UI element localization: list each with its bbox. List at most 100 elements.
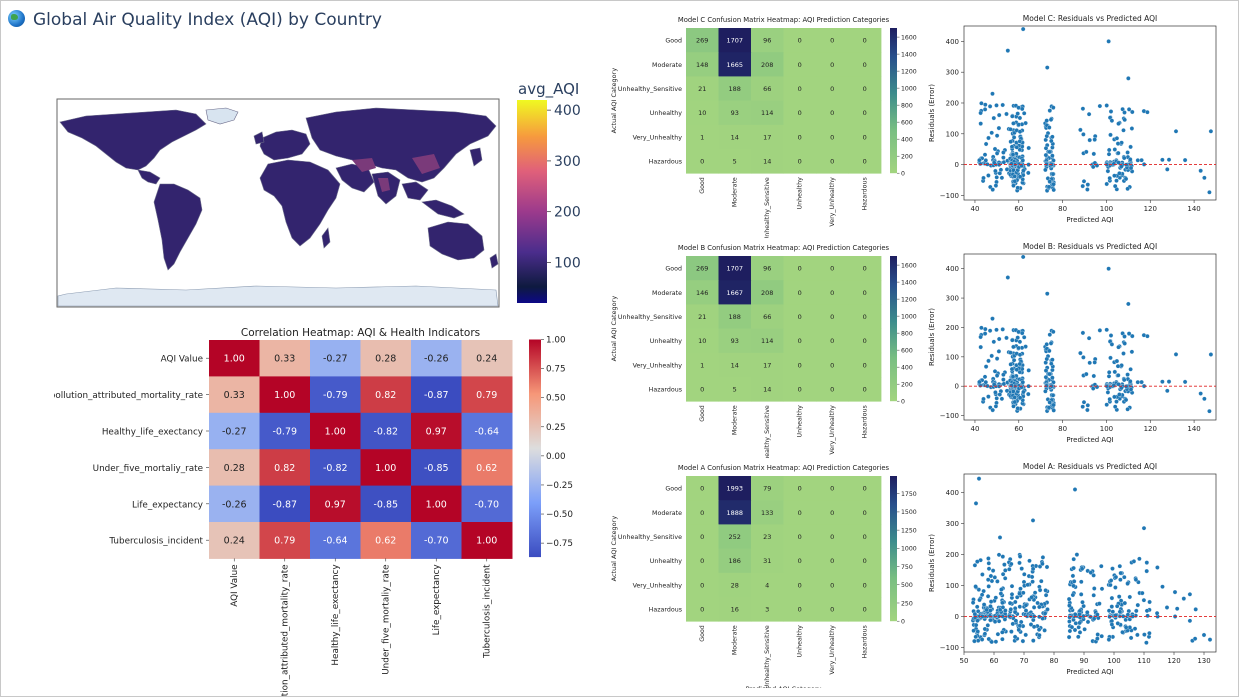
correlation-heatmap[interactable]: Correlation Heatmap: AQI & Health Indica… (33, 324, 594, 700)
correlation-colorbar-label: −0.75 (546, 539, 573, 549)
residual-point (978, 121, 983, 126)
residual-point (1070, 573, 1076, 579)
residual-point (1085, 619, 1091, 625)
residual-point (982, 152, 988, 157)
residual-point (1131, 559, 1137, 564)
residual-point (1051, 187, 1056, 193)
correlation-row-label: Under_five_mortaliy_rate (93, 464, 203, 474)
confusion-cell (783, 149, 817, 174)
residual-point (996, 618, 1002, 624)
residual-point (1022, 572, 1027, 577)
correlation-cell-label: 0.33 (274, 354, 295, 365)
residual-point (1051, 408, 1056, 413)
correlation-col-label: Tuberculosis_incident (483, 564, 493, 659)
residuals-xtick-label: 50 (960, 657, 969, 665)
residual-point (991, 115, 997, 121)
confusion-cell (848, 597, 882, 622)
world-map-chart[interactable]: 100 200 300 400 (56, 98, 586, 308)
correlation-cell-label: -0.27 (323, 354, 348, 365)
confusion-col-label: Good (699, 405, 706, 422)
residual-point (1139, 379, 1144, 385)
model-a-residuals-scatter[interactable]: Model A: Residuals vs Predicted AQI 50 60 7… (924, 458, 1232, 690)
residual-point (1080, 330, 1086, 336)
model-c-confusion-heatmap[interactable]: Model C Confusion Matrix Heatmap: AQI Pr… (608, 10, 918, 245)
residual-point (1134, 608, 1139, 614)
residual-point (1085, 610, 1090, 615)
residual-point (1092, 137, 1097, 142)
residual-point (1122, 341, 1127, 346)
residual-point (1125, 150, 1130, 155)
confusion-cell-label: 21 (698, 85, 706, 93)
residuals-xtick-label: 120 (1167, 657, 1180, 665)
residual-point (1079, 579, 1084, 585)
confusion-cell (686, 28, 719, 53)
confusion-cell-label: 0 (798, 509, 802, 517)
confusion-colorbar-label: 800 (901, 330, 913, 337)
residuals-xtick-label: 60 (1014, 425, 1023, 433)
residual-point (986, 566, 992, 571)
confusion-cell (686, 597, 719, 622)
residual-point (1081, 179, 1087, 184)
confusion-cell (751, 52, 784, 77)
residual-point (1001, 150, 1006, 155)
confusion-cell (718, 304, 752, 329)
model-b-confusion-heatmap[interactable]: Model B Confusion Matrix Heatmap: AQI Pr… (608, 238, 918, 473)
confusion-cell (848, 76, 882, 101)
model-b-residuals-scatter[interactable]: Model B: Residuals vs Predicted AQI 40 60 8… (924, 238, 1232, 458)
residual-point (1121, 128, 1126, 133)
residual-point (1031, 605, 1037, 610)
residual-point (985, 594, 991, 599)
residuals-xtick-label: 100 (1100, 425, 1113, 433)
residual-point (973, 622, 979, 628)
confusion-cell-label: 0 (830, 158, 834, 166)
confusion-cell-label: 0 (830, 509, 834, 517)
residual-point (1000, 636, 1005, 642)
correlation-cell (209, 522, 260, 559)
model-c-residuals-scatter[interactable]: Model C: Residuals vs Predicted AQI 40 60 8… (924, 10, 1232, 238)
residual-point (1023, 608, 1029, 613)
residual-point (1105, 390, 1111, 395)
residual-point (1010, 152, 1016, 157)
confusion-cell (686, 548, 719, 574)
confusion-row-label: Very_Unhealthy (633, 582, 683, 589)
residuals-ytick-label: 200 (946, 551, 959, 559)
residual-point (1084, 371, 1089, 377)
globe-icon (8, 10, 25, 27)
residual-point (1040, 555, 1046, 560)
confusion-cell-label: 1665 (726, 61, 743, 69)
confusion-cell-label: 0 (830, 581, 834, 589)
model-a-confusion-heatmap[interactable]: Model A Confusion Matrix Heatmap: AQI Pr… (608, 458, 918, 693)
residuals-xlabel: Predicted AQI (1066, 668, 1113, 676)
correlation-cell-label: -0.87 (272, 499, 297, 510)
residual-point (1128, 165, 1134, 171)
confusion-colorbar (890, 28, 897, 174)
map-colorbar-tick-label: 300 (554, 154, 581, 170)
residuals-ylabel: Residuals (Error) (928, 534, 936, 592)
residual-point (1070, 592, 1076, 598)
residual-point (1120, 629, 1125, 635)
residual-point (1114, 603, 1120, 609)
confusion-cell (751, 377, 784, 402)
residual-point (996, 112, 1002, 118)
residual-point (987, 104, 993, 109)
residual-point (995, 631, 1001, 637)
confusion-cell (783, 76, 817, 101)
correlation-cell (209, 449, 260, 487)
confusion-colorbar-label: 1750 (901, 491, 917, 498)
correlation-panel: Correlation Heatmap: AQI & Health Indica… (33, 324, 594, 700)
correlation-cell-label: 0.79 (476, 390, 497, 401)
confusion-cell-label: 148 (696, 61, 708, 69)
residual-point (1123, 397, 1129, 403)
residual-point (1135, 158, 1141, 163)
confusion-cell (816, 500, 849, 525)
residual-point (993, 168, 998, 174)
confusion-title: Model A Confusion Matrix Heatmap: AQI Pr… (678, 464, 890, 472)
correlation-cell (360, 340, 412, 377)
confusion-cell-label: 0 (798, 61, 802, 69)
confusion-cell (751, 28, 784, 53)
correlation-cell (259, 522, 311, 559)
residual-point (991, 339, 997, 345)
confusion-colorbar-label: 0 (901, 619, 905, 626)
residual-point (1004, 111, 1009, 117)
confusion-cell (848, 548, 882, 574)
